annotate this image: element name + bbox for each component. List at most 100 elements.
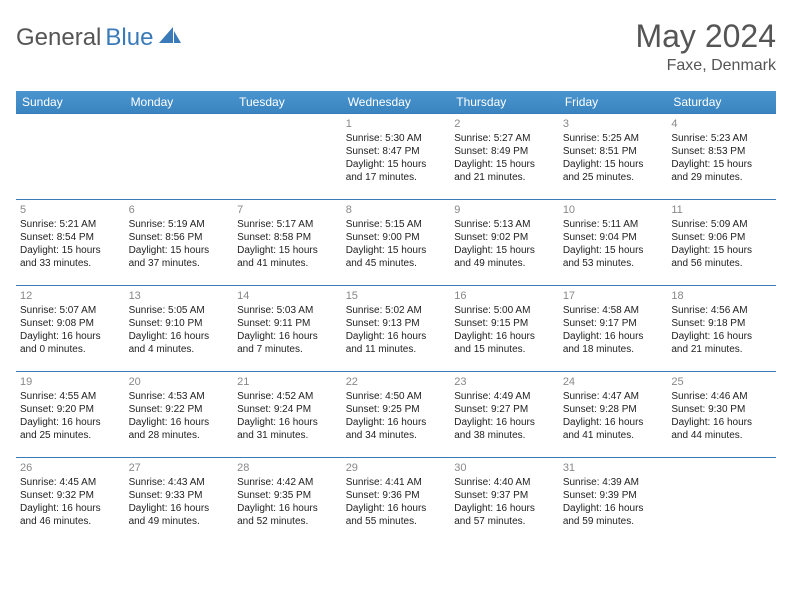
calendar-day-cell: 15Sunrise: 5:02 AMSunset: 9:13 PMDayligh… <box>342 286 451 372</box>
logo-text-general: General <box>16 24 101 52</box>
sunset-line: Sunset: 9:27 PM <box>454 403 555 416</box>
day-number: 27 <box>129 461 230 475</box>
sunset-line: Sunset: 9:28 PM <box>563 403 664 416</box>
sunset-line: Sunset: 9:30 PM <box>671 403 772 416</box>
sunset-line: Sunset: 9:17 PM <box>563 317 664 330</box>
sunrise-line: Sunrise: 5:27 AM <box>454 132 555 145</box>
title-block: May 2024 Faxe, Denmark <box>635 18 776 75</box>
sunset-line: Sunset: 9:39 PM <box>563 489 664 502</box>
calendar-day-cell: 26Sunrise: 4:45 AMSunset: 9:32 PMDayligh… <box>16 458 125 544</box>
calendar-day-cell: 17Sunrise: 4:58 AMSunset: 9:17 PMDayligh… <box>559 286 668 372</box>
sunset-line: Sunset: 9:33 PM <box>129 489 230 502</box>
sunrise-line: Sunrise: 5:07 AM <box>20 304 121 317</box>
calendar-day-cell: 24Sunrise: 4:47 AMSunset: 9:28 PMDayligh… <box>559 372 668 458</box>
calendar-day-cell: 23Sunrise: 4:49 AMSunset: 9:27 PMDayligh… <box>450 372 559 458</box>
day-number: 25 <box>671 375 772 389</box>
calendar-day-cell: 1Sunrise: 5:30 AMSunset: 8:47 PMDaylight… <box>342 114 451 200</box>
sunset-line: Sunset: 9:15 PM <box>454 317 555 330</box>
calendar-day-cell: 12Sunrise: 5:07 AMSunset: 9:08 PMDayligh… <box>16 286 125 372</box>
daylight-line-2: and 38 minutes. <box>454 429 555 442</box>
sunrise-line: Sunrise: 4:52 AM <box>237 390 338 403</box>
calendar-day-cell: 21Sunrise: 4:52 AMSunset: 9:24 PMDayligh… <box>233 372 342 458</box>
sunset-line: Sunset: 9:04 PM <box>563 231 664 244</box>
day-number: 5 <box>20 203 121 217</box>
calendar-empty-cell <box>16 114 125 200</box>
calendar-empty-cell <box>125 114 234 200</box>
day-number: 16 <box>454 289 555 303</box>
sunrise-line: Sunrise: 4:47 AM <box>563 390 664 403</box>
calendar-day-cell: 27Sunrise: 4:43 AMSunset: 9:33 PMDayligh… <box>125 458 234 544</box>
calendar-day-cell: 9Sunrise: 5:13 AMSunset: 9:02 PMDaylight… <box>450 200 559 286</box>
sunset-line: Sunset: 9:06 PM <box>671 231 772 244</box>
sunrise-line: Sunrise: 4:42 AM <box>237 476 338 489</box>
day-number: 14 <box>237 289 338 303</box>
daylight-line-2: and 46 minutes. <box>20 515 121 528</box>
daylight-line: Daylight: 15 hours <box>129 244 230 257</box>
calendar-day-cell: 16Sunrise: 5:00 AMSunset: 9:15 PMDayligh… <box>450 286 559 372</box>
daylight-line: Daylight: 16 hours <box>237 330 338 343</box>
sunset-line: Sunset: 8:54 PM <box>20 231 121 244</box>
daylight-line: Daylight: 16 hours <box>20 416 121 429</box>
sunrise-line: Sunrise: 4:56 AM <box>671 304 772 317</box>
daylight-line-2: and 53 minutes. <box>563 257 664 270</box>
daylight-line-2: and 41 minutes. <box>237 257 338 270</box>
daylight-line-2: and 11 minutes. <box>346 343 447 356</box>
day-number: 7 <box>237 203 338 217</box>
daylight-line: Daylight: 15 hours <box>20 244 121 257</box>
sunset-line: Sunset: 8:56 PM <box>129 231 230 244</box>
daylight-line-2: and 57 minutes. <box>454 515 555 528</box>
logo: GeneralBlue <box>16 18 181 52</box>
daylight-line: Daylight: 15 hours <box>454 244 555 257</box>
sunrise-line: Sunrise: 4:39 AM <box>563 476 664 489</box>
calendar-day-cell: 4Sunrise: 5:23 AMSunset: 8:53 PMDaylight… <box>667 114 776 200</box>
calendar-body: 1Sunrise: 5:30 AMSunset: 8:47 PMDaylight… <box>16 114 776 544</box>
calendar-day-cell: 2Sunrise: 5:27 AMSunset: 8:49 PMDaylight… <box>450 114 559 200</box>
daylight-line-2: and 59 minutes. <box>563 515 664 528</box>
daylight-line-2: and 41 minutes. <box>563 429 664 442</box>
day-number: 31 <box>563 461 664 475</box>
sunset-line: Sunset: 9:18 PM <box>671 317 772 330</box>
daylight-line: Daylight: 15 hours <box>671 158 772 171</box>
sunset-line: Sunset: 9:25 PM <box>346 403 447 416</box>
sail-icon <box>159 27 181 50</box>
sunset-line: Sunset: 8:51 PM <box>563 145 664 158</box>
daylight-line: Daylight: 15 hours <box>237 244 338 257</box>
sunrise-line: Sunrise: 5:15 AM <box>346 218 447 231</box>
sunset-line: Sunset: 9:10 PM <box>129 317 230 330</box>
day-number: 2 <box>454 117 555 131</box>
sunrise-line: Sunrise: 5:09 AM <box>671 218 772 231</box>
sunrise-line: Sunrise: 4:46 AM <box>671 390 772 403</box>
day-number: 10 <box>563 203 664 217</box>
calendar-day-cell: 11Sunrise: 5:09 AMSunset: 9:06 PMDayligh… <box>667 200 776 286</box>
calendar-week-row: 12Sunrise: 5:07 AMSunset: 9:08 PMDayligh… <box>16 286 776 372</box>
daylight-line-2: and 17 minutes. <box>346 171 447 184</box>
page-title: May 2024 <box>635 18 776 55</box>
day-number: 26 <box>20 461 121 475</box>
day-number: 11 <box>671 203 772 217</box>
daylight-line: Daylight: 16 hours <box>346 416 447 429</box>
weekday-header: Wednesday <box>342 91 451 114</box>
day-number: 1 <box>346 117 447 131</box>
calendar-day-cell: 8Sunrise: 5:15 AMSunset: 9:00 PMDaylight… <box>342 200 451 286</box>
calendar-empty-cell <box>233 114 342 200</box>
daylight-line: Daylight: 16 hours <box>563 330 664 343</box>
sunset-line: Sunset: 9:08 PM <box>20 317 121 330</box>
day-number: 3 <box>563 117 664 131</box>
daylight-line: Daylight: 16 hours <box>237 416 338 429</box>
sunset-line: Sunset: 9:22 PM <box>129 403 230 416</box>
daylight-line: Daylight: 16 hours <box>346 502 447 515</box>
day-number: 24 <box>563 375 664 389</box>
day-number: 9 <box>454 203 555 217</box>
daylight-line: Daylight: 16 hours <box>129 416 230 429</box>
calendar-day-cell: 14Sunrise: 5:03 AMSunset: 9:11 PMDayligh… <box>233 286 342 372</box>
daylight-line: Daylight: 16 hours <box>671 416 772 429</box>
sunset-line: Sunset: 9:37 PM <box>454 489 555 502</box>
daylight-line-2: and 55 minutes. <box>346 515 447 528</box>
daylight-line-2: and 45 minutes. <box>346 257 447 270</box>
daylight-line-2: and 28 minutes. <box>129 429 230 442</box>
daylight-line-2: and 34 minutes. <box>346 429 447 442</box>
daylight-line: Daylight: 15 hours <box>454 158 555 171</box>
logo-text-blue: Blue <box>105 24 153 52</box>
daylight-line: Daylight: 16 hours <box>346 330 447 343</box>
calendar-week-row: 19Sunrise: 4:55 AMSunset: 9:20 PMDayligh… <box>16 372 776 458</box>
